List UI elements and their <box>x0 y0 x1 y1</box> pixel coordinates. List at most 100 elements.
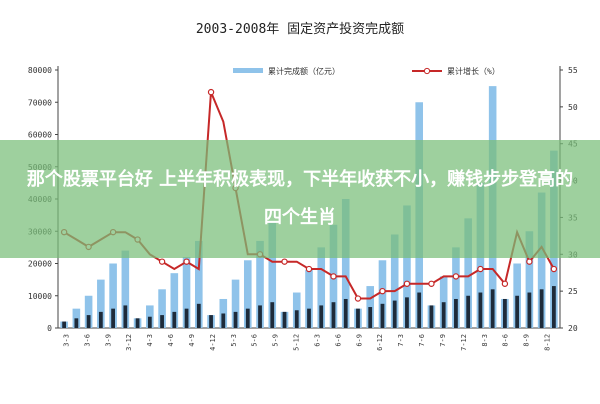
x-tick-label: 6-6 <box>334 334 342 347</box>
bar-monthly <box>147 316 152 328</box>
x-tick-label: 6-9 <box>355 334 363 347</box>
bar-cumulative <box>231 279 240 328</box>
y-right-tick-label: 20 <box>568 324 578 333</box>
growth-point <box>477 265 484 273</box>
x-tick-label: 3-12 <box>125 334 133 351</box>
x-tick-label: 8-6 <box>502 334 510 347</box>
bar-monthly <box>270 302 275 328</box>
article-title[interactable]: 那个股票平台好 上半年积极表现，下半年收获不小，赚钱步步登高的四个生肖 <box>26 169 574 228</box>
bar-monthly <box>160 315 164 328</box>
growth-point <box>305 265 313 273</box>
bar-cumulative <box>170 273 179 328</box>
y-right-tick-label: 50 <box>568 103 578 112</box>
bar-cumulative <box>195 240 203 328</box>
bar-monthly <box>380 303 385 328</box>
growth-point <box>379 287 386 295</box>
growth-point <box>501 280 509 287</box>
x-tick-label: 7-6 <box>418 334 426 347</box>
y-left-tick-label: 0 <box>47 324 52 333</box>
bar-monthly <box>319 305 324 328</box>
x-tick-label: 7-12 <box>460 334 468 351</box>
x-tick-label: 5-6 <box>251 334 259 347</box>
growth-point <box>403 280 411 287</box>
y-left-tick-label: 80000 <box>28 66 52 75</box>
chart-title: 2003-2008年 固定资产投资完成额 <box>196 21 404 37</box>
growth-point <box>281 258 288 265</box>
x-tick-label: 8-12 <box>544 334 552 351</box>
x-tick-label: 4-3 <box>146 334 154 347</box>
x-tick-label: 5-12 <box>293 334 301 351</box>
growth-point <box>330 273 337 280</box>
bar-monthly <box>209 315 213 328</box>
y-right-tick-label: 25 <box>568 287 578 296</box>
x-tick-label: 6-12 <box>376 334 384 351</box>
x-tick-label: 8-3 <box>481 334 489 347</box>
bar-monthly <box>123 305 128 328</box>
x-tick-label: 4-12 <box>209 334 217 351</box>
bar-cumulative <box>341 199 350 328</box>
bar-cumulative <box>109 263 117 328</box>
bar-monthly <box>392 300 397 328</box>
bar-monthly <box>539 289 544 328</box>
bar-monthly <box>196 303 201 328</box>
bar-monthly <box>503 298 507 328</box>
bar-cumulative <box>317 247 326 328</box>
bar-monthly <box>454 298 458 328</box>
bar-cumulative <box>243 260 252 328</box>
legend-line-marker <box>423 67 431 75</box>
bar-monthly <box>356 308 360 328</box>
bar-monthly <box>221 313 226 328</box>
bar-cumulative <box>268 221 277 328</box>
growth-point <box>354 295 362 302</box>
x-tick-label: 8-9 <box>523 334 531 347</box>
y-left-tick-label: 20000 <box>28 260 52 269</box>
growth-point <box>526 258 533 265</box>
legend-line-label: 累计增长（%） <box>447 66 500 76</box>
y-right-tick-label: 55 <box>568 66 578 75</box>
bar-monthly <box>74 318 79 328</box>
x-tick-label: 3-6 <box>83 334 91 347</box>
y-left-tick-label: 10000 <box>28 292 52 301</box>
bar-cumulative <box>84 295 93 328</box>
bar-monthly <box>417 292 422 328</box>
bar-monthly <box>135 318 140 328</box>
bar-monthly <box>98 311 103 328</box>
bar-monthly <box>466 295 471 328</box>
x-tick-label: 5-9 <box>272 334 280 347</box>
article-title-banner[interactable]: 那个股票平台好 上半年积极表现，下半年收获不小，赚钱步步登高的四个生肖 <box>0 140 600 258</box>
bar-monthly <box>294 310 299 328</box>
bar-cumulative <box>464 218 472 328</box>
bar-monthly <box>429 305 434 328</box>
bar-monthly <box>368 307 373 328</box>
x-tick-label: 4-9 <box>188 334 196 347</box>
growth-point <box>158 258 166 265</box>
bar-monthly <box>184 308 189 328</box>
bar-monthly <box>282 311 287 328</box>
x-tick-label: 7-3 <box>397 334 405 347</box>
bar-monthly <box>258 305 262 328</box>
bar-monthly <box>515 295 520 328</box>
bar-monthly <box>111 308 115 328</box>
bar-cumulative <box>182 257 191 328</box>
x-tick-label: 5-3 <box>230 334 238 347</box>
bar-monthly <box>331 302 336 328</box>
bar-monthly <box>343 298 348 328</box>
bar-monthly <box>441 302 446 328</box>
growth-point <box>428 280 435 287</box>
growth-point <box>183 258 190 265</box>
bar-cumulative <box>403 205 411 328</box>
bar-monthly <box>478 292 483 328</box>
x-tick-label: 4-6 <box>167 334 175 347</box>
bar-monthly <box>233 311 238 328</box>
bar-cumulative <box>537 192 546 328</box>
bar-cumulative <box>121 250 130 328</box>
legend-bar-label: 累计完成额（亿元） <box>268 66 340 76</box>
x-tick-label: 3-9 <box>104 334 112 347</box>
bar-cumulative <box>256 240 264 328</box>
growth-point <box>207 88 215 96</box>
bar-monthly <box>405 297 409 328</box>
y-left-tick-label: 70000 <box>28 98 52 107</box>
bar-cumulative <box>390 234 399 328</box>
bar-monthly <box>527 292 532 328</box>
bar-monthly <box>245 308 250 328</box>
